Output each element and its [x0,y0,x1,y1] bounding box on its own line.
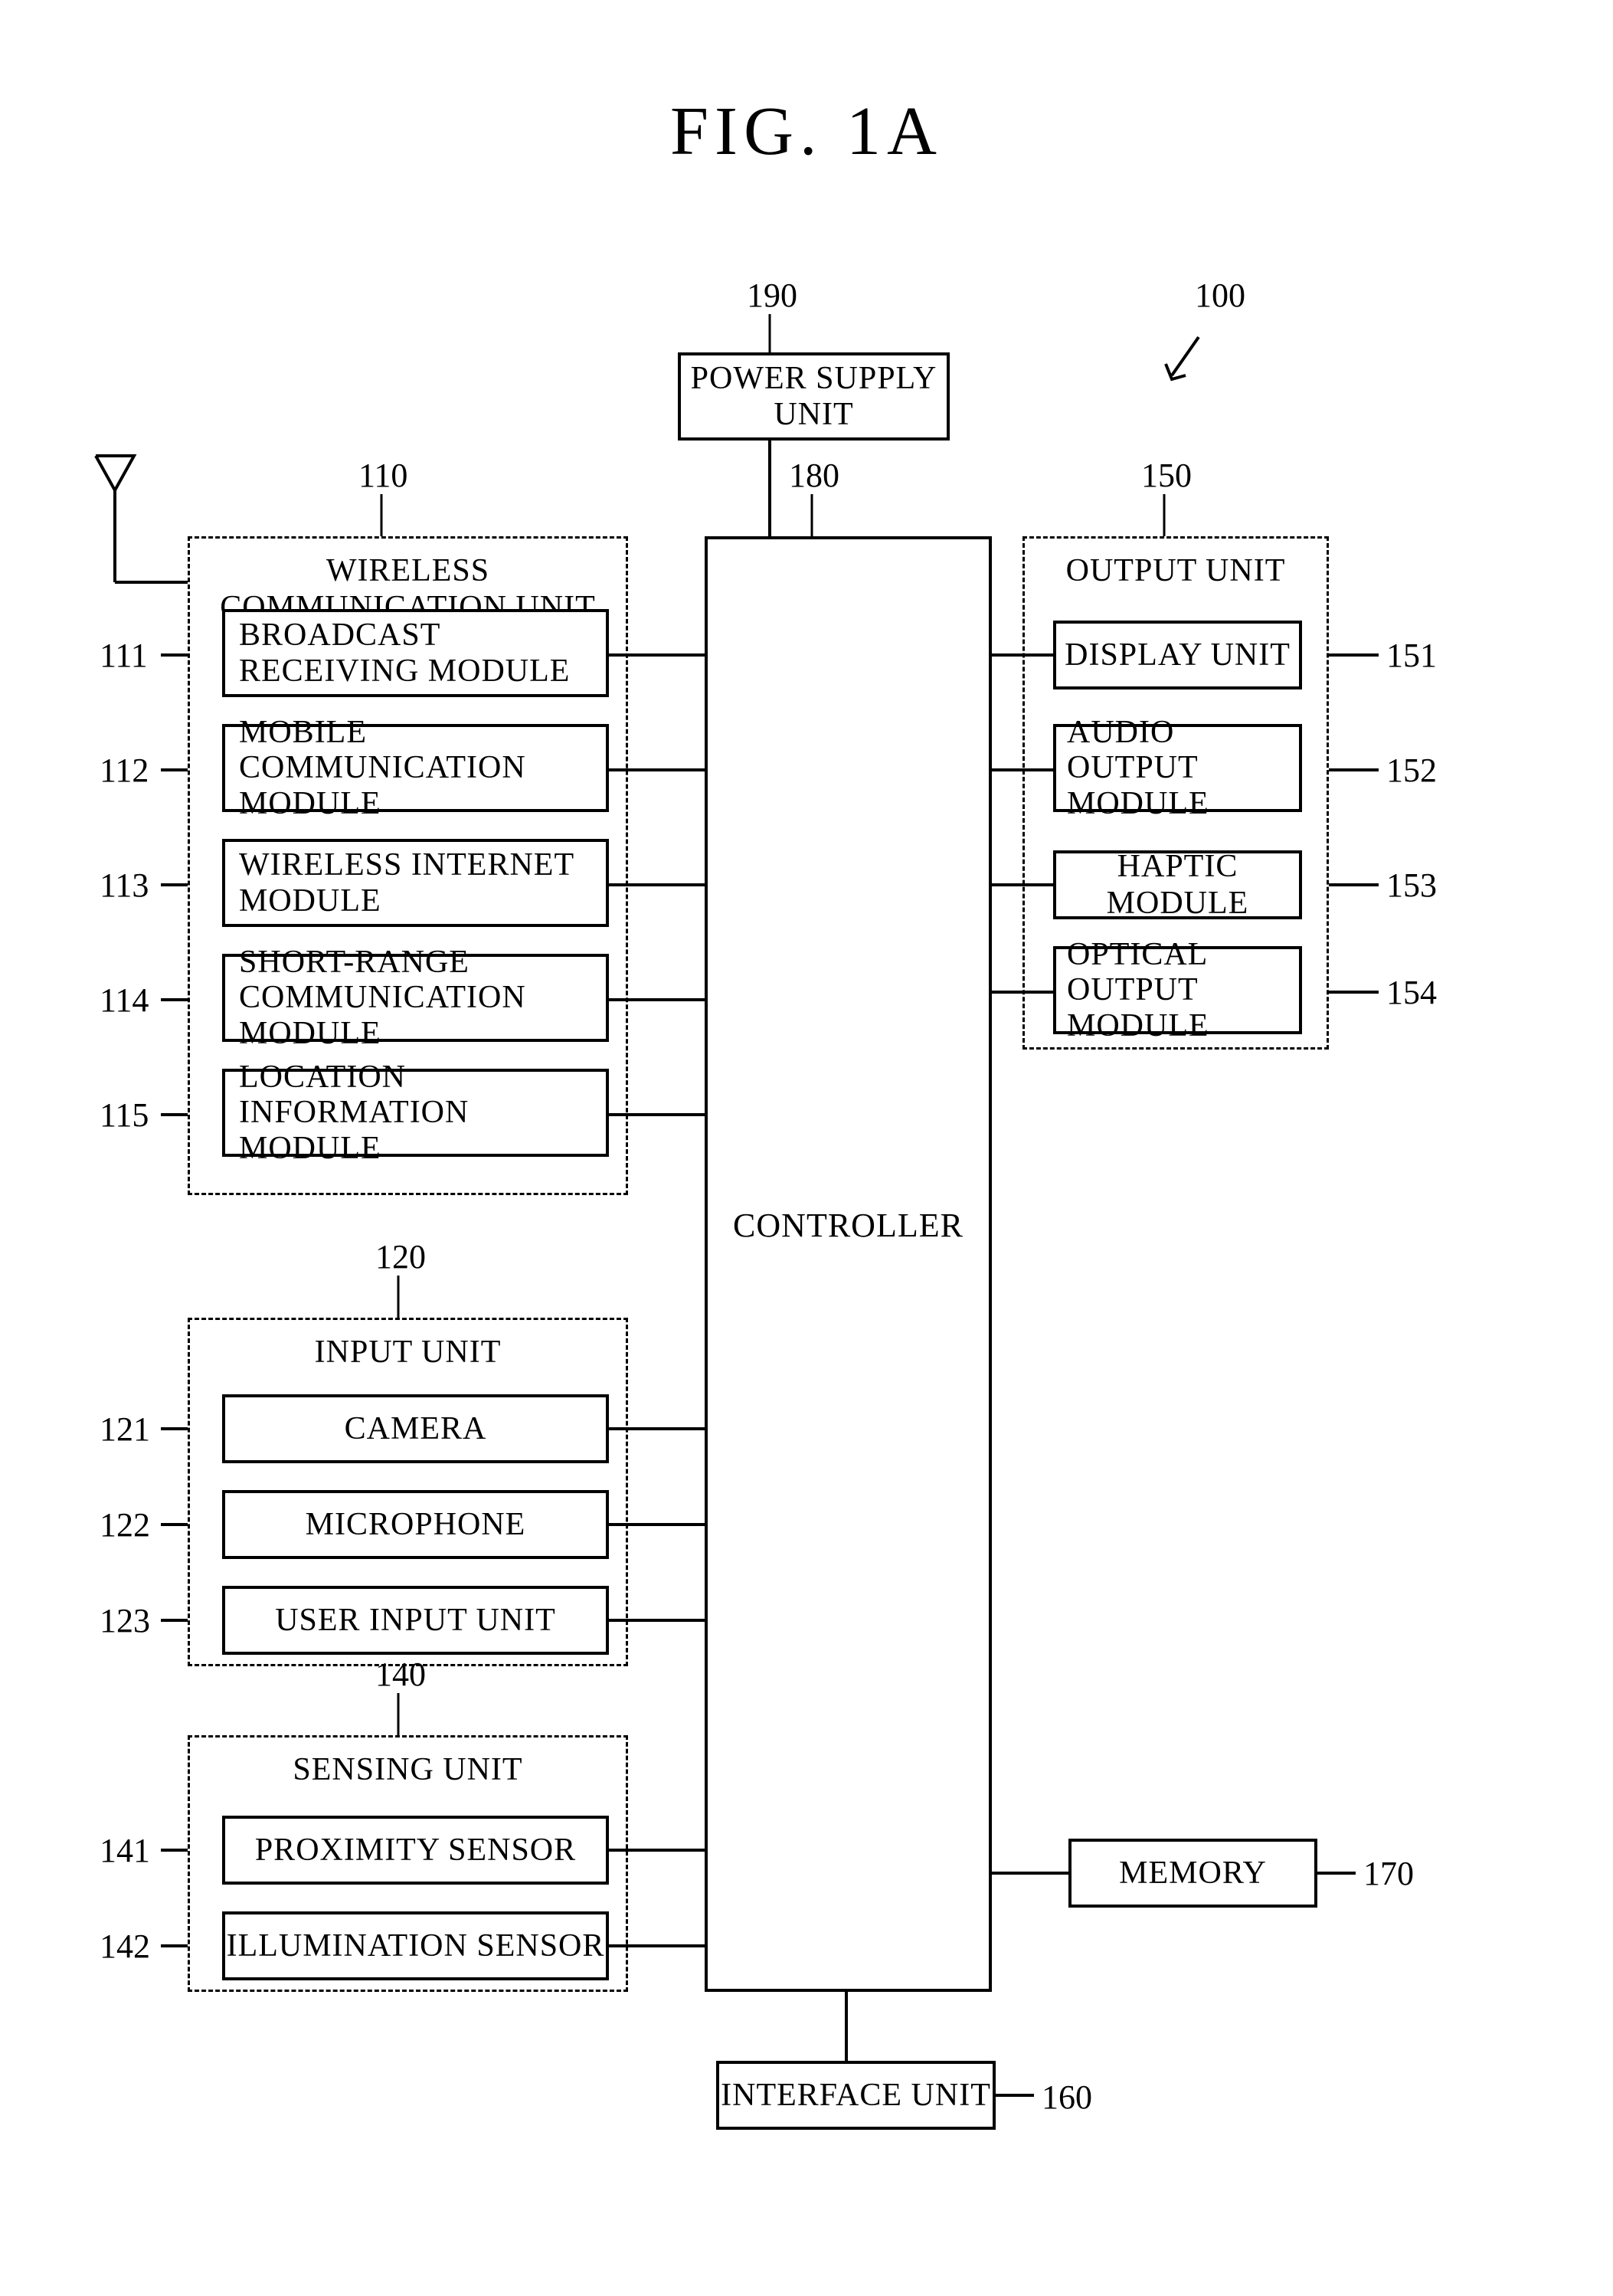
box-memory: MEMORY [1068,1839,1317,1908]
box-broadcast: BROADCAST RECEIVING MODULE [222,609,609,697]
ref-122: 122 [100,1505,150,1544]
box-power-supply: POWER SUPPLY UNIT [678,352,950,441]
box-location: LOCATION INFORMATION MODULE [222,1069,609,1157]
ref-160: 160 [1042,2078,1092,2117]
ref-153: 153 [1386,866,1437,905]
ref-180: 180 [789,456,839,495]
ref-152: 152 [1386,751,1437,790]
ref-150: 150 [1141,456,1192,495]
box-haptic: HAPTIC MODULE [1053,850,1302,919]
ref-154: 154 [1386,973,1437,1012]
box-optical-out: OPTICAL OUTPUT MODULE [1053,946,1302,1034]
ref-115: 115 [100,1096,149,1135]
group-input-title: INPUT UNIT [190,1334,626,1371]
ref-114: 114 [100,981,149,1020]
ref-121: 121 [100,1410,150,1449]
ref-113: 113 [100,866,149,905]
box-illumination: ILLUMINATION SENSOR [222,1911,609,1980]
group-output-title: OUTPUT UNIT [1025,552,1327,589]
ref-111: 111 [100,636,148,675]
box-controller: CONTROLLER [705,536,992,1992]
page: FIG. 1A [0,0,1613,2296]
box-proximity: PROXIMITY SENSOR [222,1816,609,1885]
box-camera: CAMERA [222,1394,609,1463]
group-sensing-title: SENSING UNIT [190,1751,626,1788]
ref-120: 120 [375,1237,426,1276]
box-audio-out: AUDIO OUTPUT MODULE [1053,724,1302,812]
box-display: DISPLAY UNIT [1053,621,1302,689]
ref-123: 123 [100,1601,150,1640]
ref-151: 151 [1386,636,1437,675]
box-wireless-internet: WIRELESS INTERNET MODULE [222,839,609,927]
ref-112: 112 [100,751,149,790]
ref-170: 170 [1363,1854,1414,1893]
box-mobile-comm: MOBILE COMMUNICATION MODULE [222,724,609,812]
controller-label: CONTROLLER [733,1206,964,1245]
ref-100: 100 [1195,276,1245,315]
ref-141: 141 [100,1831,150,1870]
box-interface: INTERFACE UNIT [716,2061,996,2130]
ref-110: 110 [358,456,407,495]
box-microphone: MICROPHONE [222,1490,609,1559]
box-user-input: USER INPUT UNIT [222,1586,609,1655]
ref-190: 190 [747,276,797,315]
box-short-range: SHORT-RANGE COMMUNICATION MODULE [222,954,609,1042]
ref-142: 142 [100,1927,150,1966]
